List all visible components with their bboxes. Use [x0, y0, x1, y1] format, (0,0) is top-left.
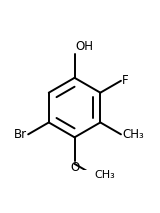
Text: CH₃: CH₃: [122, 128, 144, 141]
Text: OH: OH: [75, 40, 93, 53]
Text: Br: Br: [14, 128, 27, 141]
Text: O: O: [70, 161, 79, 174]
Text: CH₃: CH₃: [95, 170, 116, 180]
Text: F: F: [122, 74, 129, 87]
